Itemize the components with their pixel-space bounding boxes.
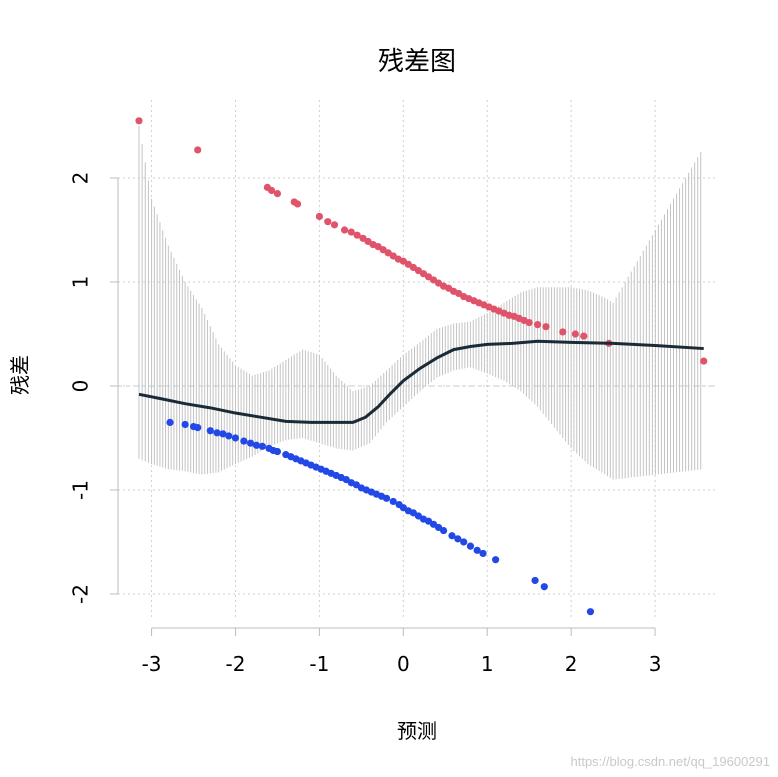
residual-point-positive [315, 212, 323, 221]
x-tick-label: -3 [142, 652, 162, 676]
residual-point-negative [166, 418, 174, 426]
watermark: https://blog.csdn.net/qq_19600291 [570, 754, 771, 769]
x-tick-label: 3 [649, 652, 662, 676]
residual-point-negative [231, 434, 240, 442]
residual-point-positive [571, 330, 579, 338]
residual-point-negative [531, 576, 539, 585]
residual-point-positive [542, 323, 550, 331]
residual-point-positive [293, 200, 302, 208]
x-tick-label: 1 [481, 652, 494, 676]
y-tick-label: -2 [69, 584, 93, 604]
residual-point-negative [213, 429, 221, 437]
y-tick-label: 0 [69, 380, 93, 393]
y-tick-label: 1 [69, 276, 93, 289]
x-tick-label: 0 [397, 652, 410, 676]
axes: -3 -2 -1 0 1 2 3 -2 -1 0 1 2 [69, 172, 662, 676]
residual-point-positive [324, 218, 332, 226]
residual-point-positive [353, 231, 361, 239]
residual-point-negative [240, 437, 248, 445]
residual-point-positive [273, 190, 282, 198]
residual-point-positive [135, 117, 143, 125]
chart-title: 残差图 [378, 47, 456, 77]
y-tick-label: 2 [69, 172, 93, 185]
residual-point-positive [525, 318, 533, 327]
residual-point-negative [540, 583, 548, 591]
residual-point-negative [273, 447, 282, 456]
residual-point-negative [492, 556, 500, 564]
residual-point-negative [219, 430, 227, 438]
residual-point-negative [258, 442, 266, 450]
residual-point-positive [533, 321, 542, 329]
residual-point-negative [586, 608, 595, 616]
residual-point-negative [194, 424, 202, 432]
residual-point-positive [267, 186, 276, 195]
y-tick-label: -1 [69, 480, 93, 500]
residual-point-negative [389, 497, 397, 506]
x-axis-label: 预测 [397, 719, 437, 743]
data-points [135, 117, 708, 616]
residual-point-positive [700, 357, 708, 365]
fit-line [138, 339, 704, 424]
residual-point-negative [246, 439, 255, 447]
residual-point-negative [479, 549, 487, 558]
residual-point-negative [460, 538, 468, 546]
fit-curve [138, 339, 704, 424]
x-tick-label: -2 [226, 652, 246, 676]
residual-point-negative [252, 441, 261, 449]
residual-point-negative [473, 546, 481, 554]
residual-point-negative [454, 535, 462, 543]
residual-point-positive [330, 221, 339, 229]
residual-point-negative [382, 494, 391, 502]
residual-point-negative [466, 542, 475, 550]
x-tick-label: 2 [565, 652, 578, 676]
residual-point-negative [448, 532, 456, 540]
residual-point-positive [559, 328, 567, 336]
x-tick-label: -1 [309, 652, 329, 676]
residual-point-positive [340, 226, 349, 234]
residual-point-negative [206, 427, 214, 435]
residual-point-positive [580, 332, 588, 340]
residual-point-positive [194, 146, 202, 154]
y-axis-label: 残差 [8, 355, 32, 395]
confidence-band [138, 126, 702, 480]
residual-point-negative [439, 526, 448, 535]
residual-point-negative [225, 432, 233, 440]
residual-point-positive [347, 228, 355, 236]
residual-point-negative [181, 420, 189, 429]
